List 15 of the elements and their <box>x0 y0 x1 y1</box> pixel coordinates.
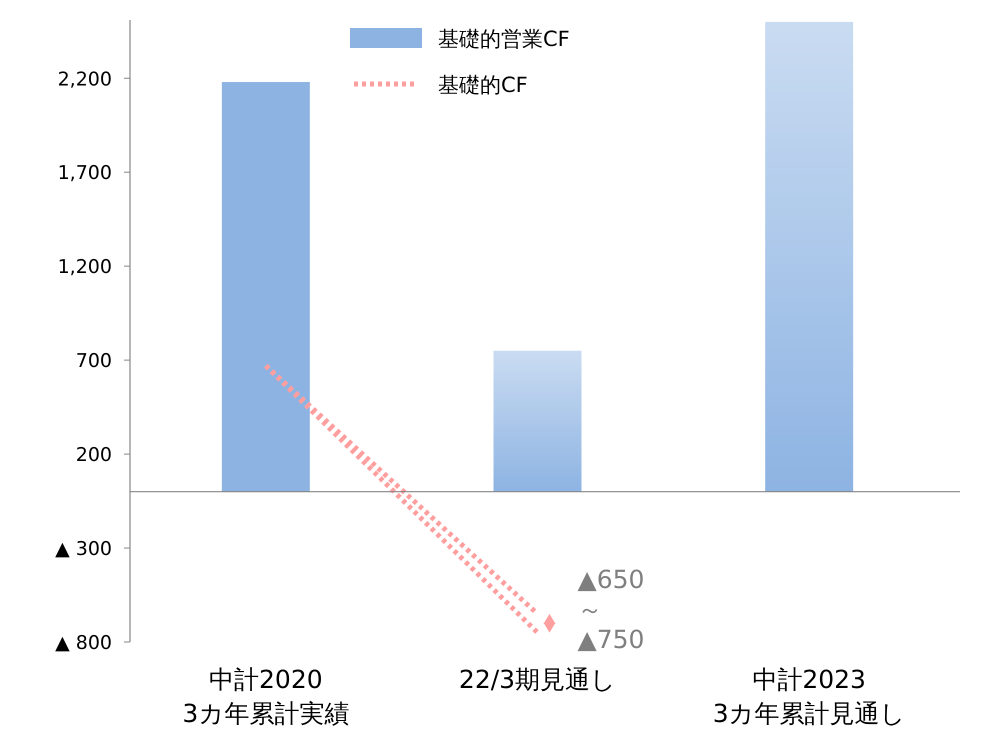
x-tick-label: 中計2023 3カ年累計見通し <box>712 665 906 728</box>
x-tick-label: 中計2020 3カ年累計実績 <box>182 665 350 728</box>
y-tick-label: ▲ 800 <box>55 632 112 654</box>
y-tick-label: 200 <box>76 444 112 466</box>
x-tick-label: 22/3期見通し <box>458 665 616 694</box>
y-tick-label: 2,200 <box>58 68 112 90</box>
annotation: ▲750 <box>578 625 644 654</box>
legend-label: 基礎的CF <box>438 73 528 97</box>
annotation: ▲650 <box>578 565 644 594</box>
y-tick-label: 1,700 <box>58 162 112 184</box>
y-tick-label: 700 <box>76 350 112 372</box>
y-tick-label: 1,200 <box>58 256 112 278</box>
y-tick-label: ▲ 300 <box>55 538 112 560</box>
legend-label: 基礎的営業CF <box>438 27 570 51</box>
annotation: ～ <box>578 595 602 624</box>
